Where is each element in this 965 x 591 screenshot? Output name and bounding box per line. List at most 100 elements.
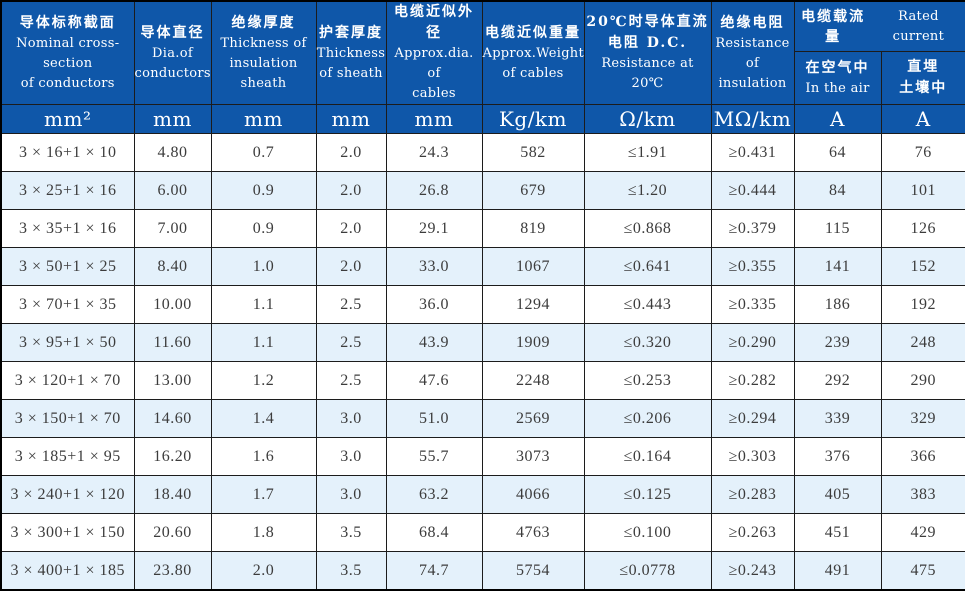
table-cell: 7.00	[134, 210, 211, 248]
table-cell: 3.0	[316, 476, 386, 514]
table-cell: ≥0.431	[711, 134, 794, 172]
column-header-conductor-diameter: 导体直径 Dia.of conductors	[134, 1, 211, 105]
table-cell: 3 × 185+1 × 95	[1, 438, 134, 476]
table-cell: 2.0	[316, 172, 386, 210]
table-cell: 3073	[482, 438, 584, 476]
table-cell: 13.00	[134, 362, 211, 400]
table-cell: 679	[482, 172, 584, 210]
table-cell: 84	[794, 172, 881, 210]
table-cell: 126	[881, 210, 965, 248]
table-cell: 491	[794, 552, 881, 591]
table-cell: 4763	[482, 514, 584, 552]
table-cell: 292	[794, 362, 881, 400]
table-cell: 4066	[482, 476, 584, 514]
header-line-zh: 电缆近似重量	[483, 23, 584, 44]
header-line-en: of sheath	[317, 64, 386, 84]
header-line-zh: 电阻 D.C.	[585, 33, 711, 54]
table-cell: 141	[794, 248, 881, 286]
header-line-zh: 导体直径	[135, 23, 211, 44]
table-cell: 5754	[482, 552, 584, 591]
header-line-en: Thickness of	[212, 34, 316, 54]
table-cell: ≤0.125	[584, 476, 711, 514]
table-cell: 290	[881, 362, 965, 400]
table-cell: 47.6	[386, 362, 482, 400]
unit-cell: A	[881, 105, 965, 134]
table-cell: 68.4	[386, 514, 482, 552]
table-cell: ≥0.283	[711, 476, 794, 514]
unit-cell: mm	[211, 105, 316, 134]
header-line-zh: 20℃时导体直流	[585, 12, 711, 33]
table-cell: 0.7	[211, 134, 316, 172]
table-cell: 6.00	[134, 172, 211, 210]
table-cell: ≤1.20	[584, 172, 711, 210]
table-cell: 339	[794, 400, 881, 438]
column-header-buried-in-soil: 直埋 土壤中	[881, 52, 965, 105]
table-cell: ≤0.100	[584, 514, 711, 552]
table-cell: 2.0	[211, 552, 316, 591]
header-line-en: Dia.of	[135, 44, 211, 64]
header-line-zh: 土壤中	[882, 78, 965, 99]
table-cell: 64	[794, 134, 881, 172]
table-cell: 376	[794, 438, 881, 476]
table-cell: 3 × 25+1 × 16	[1, 172, 134, 210]
header-line-en: In the air	[795, 79, 881, 99]
table-cell: 3 × 120+1 × 70	[1, 362, 134, 400]
table-cell: 55.7	[386, 438, 482, 476]
table-cell: ≤0.0778	[584, 552, 711, 591]
table-cell: ≤0.443	[584, 286, 711, 324]
header-line-en: Approx.dia. of	[387, 44, 482, 84]
table-cell: 429	[881, 514, 965, 552]
table-cell: 4.80	[134, 134, 211, 172]
table-cell: 24.3	[386, 134, 482, 172]
table-cell: 383	[881, 476, 965, 514]
table-cell: ≤0.206	[584, 400, 711, 438]
unit-cell: mm	[316, 105, 386, 134]
table-cell: ≥0.444	[711, 172, 794, 210]
table-cell: 23.80	[134, 552, 211, 591]
header-line-en: cables	[387, 84, 482, 104]
table-cell: ≥0.290	[711, 324, 794, 362]
unit-cell: Ω/km	[584, 105, 711, 134]
table-cell: 63.2	[386, 476, 482, 514]
table-cell: 76	[881, 134, 965, 172]
table-cell: 1.2	[211, 362, 316, 400]
table-cell: 3.0	[316, 400, 386, 438]
table-cell: 26.8	[386, 172, 482, 210]
table-cell: 74.7	[386, 552, 482, 591]
table-cell: 405	[794, 476, 881, 514]
unit-cell: mm	[386, 105, 482, 134]
table-cell: ≥0.282	[711, 362, 794, 400]
table-cell: 1294	[482, 286, 584, 324]
column-header-dc-resistance: 20℃时导体直流 电阻 D.C. Resistance at 20℃	[584, 1, 711, 105]
table-cell: 1.0	[211, 248, 316, 286]
table-cell: ≥0.303	[711, 438, 794, 476]
header-line-en: insulation sheath	[212, 54, 316, 94]
table-cell: 3.0	[316, 438, 386, 476]
header-line-en: Thickness	[317, 44, 386, 64]
table-cell: 115	[794, 210, 881, 248]
table-cell: 152	[881, 248, 965, 286]
header-line-zh: 在空气中	[795, 58, 881, 79]
header-line-en: Resistance at 20℃	[585, 54, 711, 94]
table-cell: 16.20	[134, 438, 211, 476]
table-cell: 1.4	[211, 400, 316, 438]
unit-cell: Kg/km	[482, 105, 584, 134]
table-cell: 329	[881, 400, 965, 438]
column-header-sheath-thickness: 护套厚度 Thickness of sheath	[316, 1, 386, 105]
header-line-zh: 电缆近似外径	[387, 2, 482, 44]
table-cell: 582	[482, 134, 584, 172]
table-cell: 14.60	[134, 400, 211, 438]
table-cell: ≤0.320	[584, 324, 711, 362]
table-cell: ≥0.335	[711, 286, 794, 324]
header-line-zh: 护套厚度	[317, 23, 386, 44]
table-cell: 8.40	[134, 248, 211, 286]
table-cell: ≤0.164	[584, 438, 711, 476]
header-line-en: conductors	[135, 64, 211, 84]
header-line-en: of cables	[483, 64, 584, 84]
